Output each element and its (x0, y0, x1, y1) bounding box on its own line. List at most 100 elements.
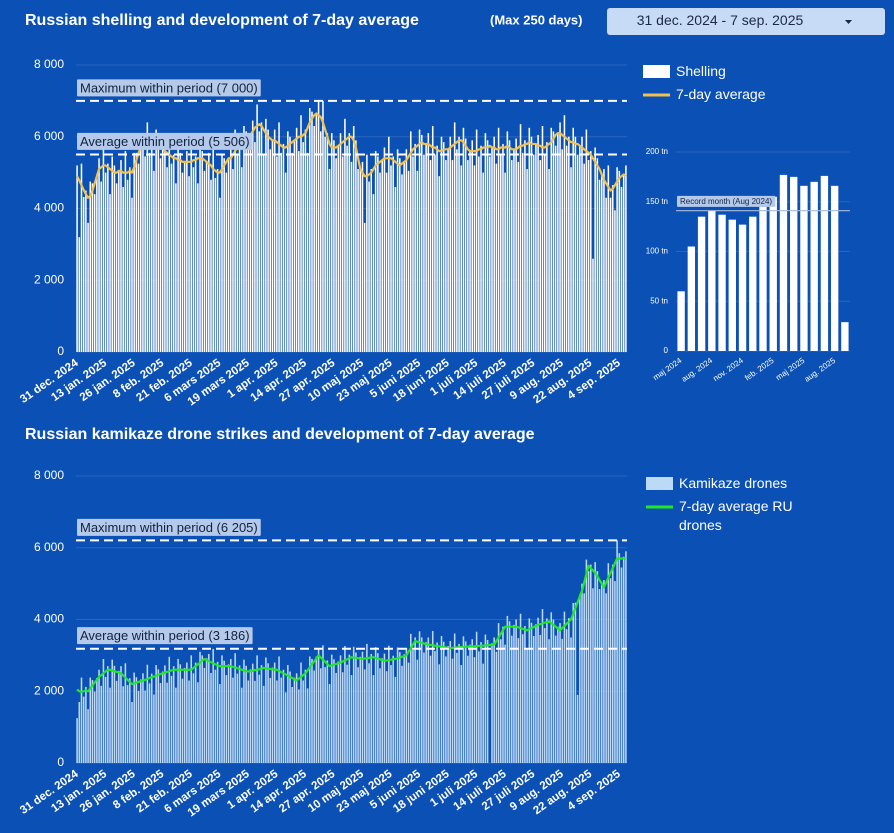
y-tick-label: 4 000 (34, 612, 64, 626)
bar (449, 641, 452, 763)
reference-label: Maximum within period (6 205) (80, 520, 258, 535)
bar (506, 131, 509, 352)
bar (148, 683, 151, 763)
bar (319, 668, 322, 763)
y-tick-label: 0 (57, 755, 64, 769)
bar (550, 127, 553, 352)
bar (271, 140, 274, 352)
bar (565, 145, 568, 352)
bar (497, 623, 500, 763)
bar (172, 154, 175, 352)
bar (434, 651, 436, 763)
bar (155, 129, 157, 352)
bar (447, 149, 449, 352)
bar (416, 659, 419, 763)
bar (300, 115, 302, 352)
bar (91, 680, 94, 763)
bar (137, 690, 140, 763)
bar (337, 661, 340, 763)
bar (355, 140, 357, 352)
bar (120, 666, 122, 763)
bar (423, 652, 425, 763)
bar (425, 143, 427, 352)
bar (118, 670, 120, 763)
bar (298, 689, 300, 763)
bar (214, 178, 217, 352)
bar (396, 647, 399, 763)
bar (368, 663, 370, 763)
bar (460, 165, 463, 352)
bar (234, 653, 236, 763)
bar (344, 118, 346, 352)
bar (420, 637, 423, 763)
bar (587, 160, 590, 352)
bar (87, 222, 89, 352)
bar (543, 154, 546, 352)
bar (399, 652, 401, 763)
bar (104, 172, 107, 352)
bar (333, 659, 335, 763)
average-line (76, 557, 626, 694)
bar (322, 100, 324, 352)
bar (219, 197, 221, 352)
bar (625, 165, 627, 352)
bar (517, 161, 520, 352)
bar (175, 687, 177, 763)
y-tick-label: 2 000 (34, 272, 64, 286)
bar (205, 658, 208, 763)
bar (427, 637, 430, 763)
bar (447, 646, 449, 763)
bar (594, 562, 596, 763)
bar (418, 129, 421, 352)
dropdown-caret[interactable] (845, 20, 852, 24)
bar (197, 183, 199, 352)
bar (262, 685, 265, 763)
bar (418, 631, 421, 763)
bar (543, 628, 546, 763)
bar (372, 675, 375, 763)
bar (82, 197, 85, 352)
bar (429, 160, 432, 352)
bar (326, 133, 329, 352)
bar (98, 158, 100, 352)
bar (561, 638, 564, 763)
bar (392, 156, 394, 352)
bar (100, 181, 103, 352)
date-range[interactable]: 31 dec. 2024 - 7 sep. 2025 (637, 12, 804, 28)
bar (335, 672, 337, 763)
bar (311, 658, 313, 763)
bar (537, 134, 539, 352)
bar (194, 662, 197, 763)
bar (295, 127, 298, 352)
bar (410, 633, 412, 763)
bar (370, 653, 373, 763)
bar (157, 669, 160, 763)
bar (306, 688, 309, 763)
bar (830, 185, 839, 351)
bar (521, 152, 524, 352)
bar (519, 124, 522, 352)
bar (810, 181, 818, 351)
bar (535, 624, 537, 763)
bar (385, 172, 388, 352)
bar (769, 196, 777, 351)
bar (677, 291, 685, 351)
bar (225, 172, 228, 352)
bar (440, 636, 443, 763)
date-dropdown[interactable] (607, 8, 885, 35)
bar (256, 104, 258, 353)
bar (532, 154, 535, 352)
bar (460, 665, 463, 763)
bar (129, 678, 131, 763)
bar (508, 140, 511, 352)
bar (265, 657, 267, 763)
bar (304, 669, 307, 763)
bar (442, 142, 445, 352)
bar (243, 659, 245, 763)
bar (267, 663, 269, 763)
bar (438, 176, 441, 352)
bar (416, 170, 419, 352)
bar (122, 686, 124, 763)
bar (462, 636, 465, 763)
bar (227, 158, 230, 352)
